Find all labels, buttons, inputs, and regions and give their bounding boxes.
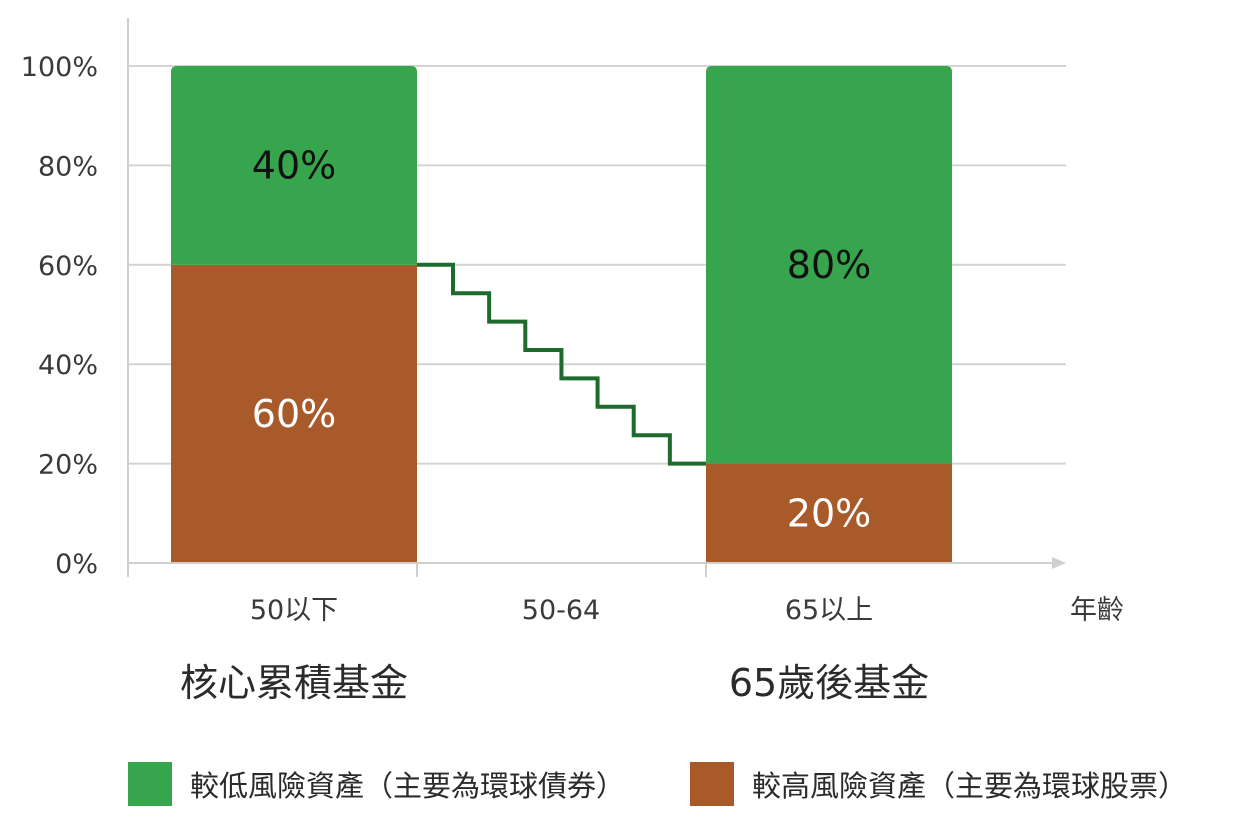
- data-labels: 60% 40% 20% 80%: [252, 143, 871, 535]
- glide-path-line: [417, 262, 706, 466]
- y-tick-label: 60%: [38, 251, 98, 282]
- legend-swatch-higher-risk: [690, 762, 734, 806]
- x-category-label: 50-64: [522, 595, 600, 626]
- x-category-label: 50以下: [250, 595, 338, 626]
- glide-path: [417, 262, 706, 466]
- bar-value-label: 60%: [252, 392, 336, 436]
- legend-label-higher-risk: 較高風險資產（主要為環球股票）: [752, 769, 1188, 803]
- legend-swatch-lower-risk: [128, 762, 172, 806]
- bar-segment: [171, 66, 417, 265]
- x-axis-title: 年齡: [1070, 595, 1124, 626]
- x-axis-categories: 50以下 50-64 65以上: [250, 595, 873, 626]
- chart: 0% 20% 40% 60% 80% 100% 60% 40% 20% 80% 50以下 50-6…: [21, 18, 1124, 705]
- legend-label-lower-risk: 較低風險資產（主要為環球債券）: [190, 769, 626, 803]
- bar-segment: [706, 66, 952, 464]
- legend-item-lower-risk: 較低風險資產（主要為環球債券）: [128, 762, 625, 806]
- bar-segment: [706, 463, 952, 563]
- bars: [171, 66, 952, 563]
- fund-label: 核心累積基金: [180, 661, 408, 705]
- y-axis-ticks: 0% 20% 40% 60% 80% 100%: [21, 52, 98, 580]
- fund-label: 65歲後基金: [729, 661, 929, 705]
- y-tick-label: 40%: [38, 350, 98, 381]
- x-category-label: 65以上: [785, 595, 873, 626]
- x-axis-arrow: [1052, 557, 1066, 569]
- bar-segment: [171, 264, 417, 563]
- axes: [127, 18, 1066, 577]
- y-tick-label: 20%: [38, 450, 98, 481]
- bar-value-label: 80%: [787, 243, 871, 287]
- y-tick-label: 100%: [21, 52, 98, 83]
- y-tick-label: 0%: [55, 549, 98, 580]
- y-tick-label: 80%: [38, 151, 98, 182]
- bar-value-label: 40%: [252, 143, 336, 187]
- legend-item-higher-risk: 較高風險資產（主要為環球股票）: [690, 762, 1187, 806]
- fund-labels: 核心累積基金 65歲後基金: [180, 661, 929, 705]
- bar-value-label: 20%: [787, 491, 871, 535]
